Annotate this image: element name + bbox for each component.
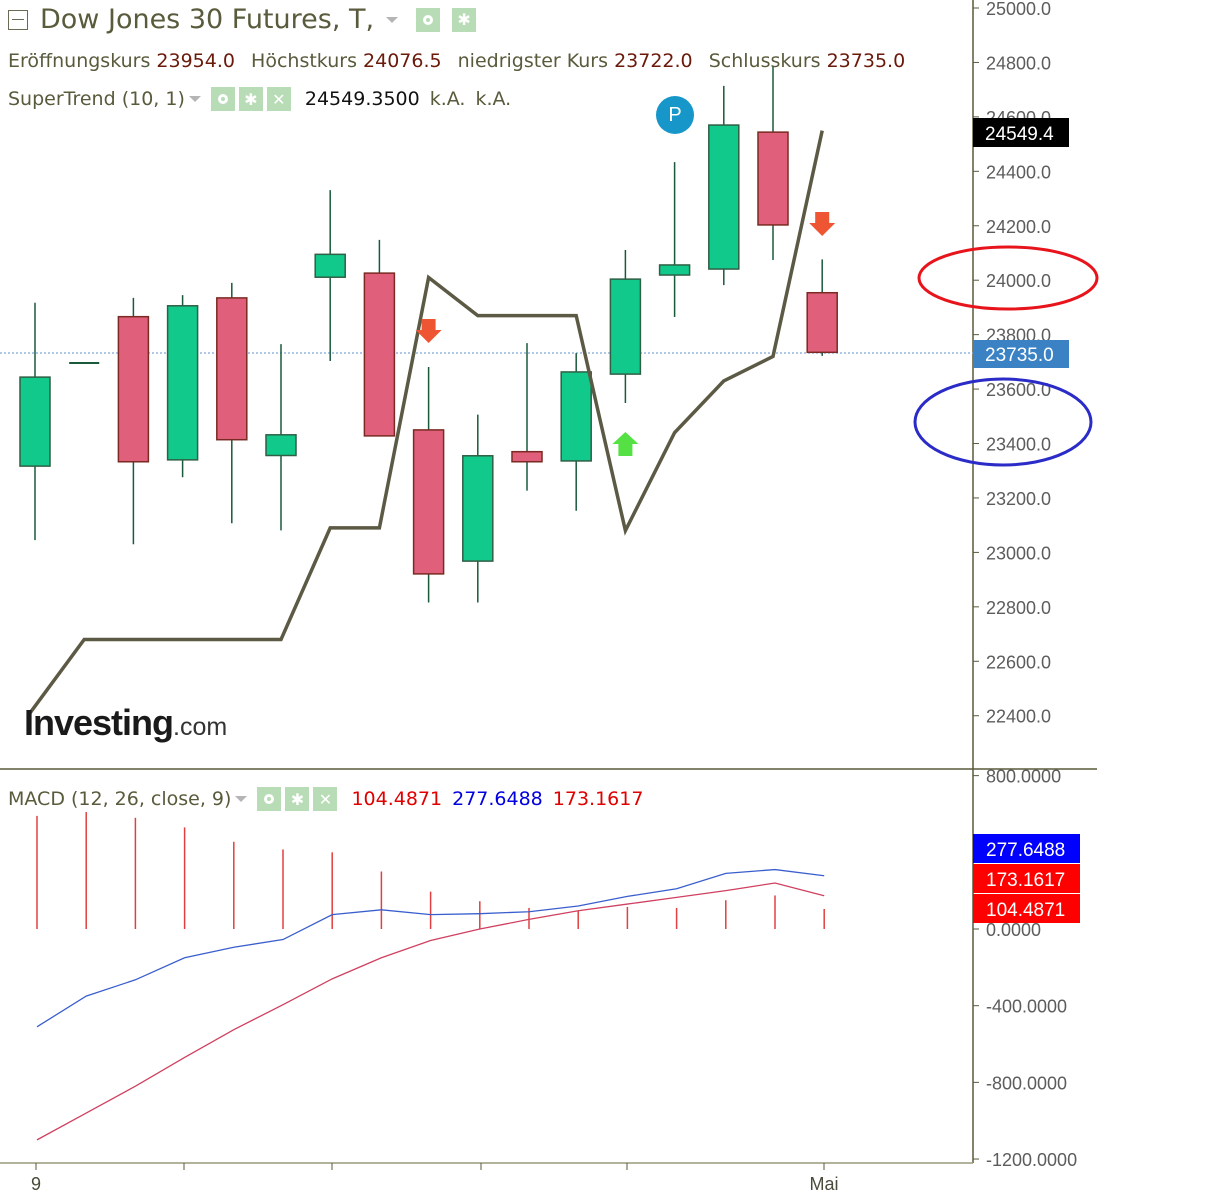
svg-text:104.4871: 104.4871 xyxy=(986,900,1065,921)
p-marker-badge[interactable]: P xyxy=(656,96,694,134)
gear-icon[interactable]: ✱ xyxy=(285,787,310,811)
red-annotation-ellipse xyxy=(917,245,1099,311)
logo-main: Investing xyxy=(24,702,174,743)
supertrend-na-2: k.A. xyxy=(475,88,512,110)
svg-text:23600.0: 23600.0 xyxy=(986,380,1051,400)
instrument-title: Dow Jones 30 Futures, T, xyxy=(40,4,375,35)
macd-line xyxy=(36,868,825,1028)
macd-line-value: 277.6488 xyxy=(452,788,543,810)
svg-text:24200.0: 24200.0 xyxy=(986,217,1051,237)
low-label: niedrigster Kurs xyxy=(457,50,609,72)
eye-icon[interactable] xyxy=(210,87,235,111)
collapse-icon[interactable] xyxy=(8,9,28,30)
investing-logo: Investing.com xyxy=(24,702,227,744)
svg-text:22600.0: 22600.0 xyxy=(986,652,1051,672)
close-icon[interactable]: ✕ xyxy=(266,87,291,111)
gear-icon[interactable]: ✱ xyxy=(452,7,477,32)
histogram-value-tag: 104.4871 xyxy=(973,894,1080,923)
signal-arrows xyxy=(415,212,836,456)
candlestick-series xyxy=(19,65,838,603)
svg-text:23400.0: 23400.0 xyxy=(986,435,1051,455)
macd-histogram-value: 104.4871 xyxy=(351,788,443,810)
macd-histogram xyxy=(36,812,825,929)
current-price-tag: 23735.0 xyxy=(973,340,1069,368)
gear-icon[interactable]: ✱ xyxy=(238,87,263,111)
supertrend-line xyxy=(26,130,824,717)
signal-value-tag: 173.1617 xyxy=(973,864,1080,893)
supertrend-label: SuperTrend (10, 1) xyxy=(8,88,185,110)
svg-text:23000.0: 23000.0 xyxy=(986,543,1051,563)
svg-text:-800.0000: -800.0000 xyxy=(986,1073,1067,1093)
close-label: Schlusskurs xyxy=(708,50,821,72)
svg-text:173.1617: 173.1617 xyxy=(986,870,1065,891)
svg-text:23735.0: 23735.0 xyxy=(985,345,1054,366)
svg-text:800.0000: 800.0000 xyxy=(986,767,1061,787)
p-marker-label: P xyxy=(668,103,682,126)
blue-annotation-ellipse xyxy=(913,377,1093,467)
macd-signal-value: 173.1617 xyxy=(552,788,644,810)
ohlc-legend: Eröffnungskurs 23954.0 Höchstkurs 24076.… xyxy=(8,50,915,72)
logo-suffix: .com xyxy=(173,713,228,741)
macd-legend: MACD (12, 26, close, 9) ✱ ✕ 104.4871 277… xyxy=(8,787,643,811)
supertrend-value: 24549.3500 xyxy=(304,88,420,110)
high-label: Höchstkurs xyxy=(251,50,357,72)
chevron-down-icon[interactable] xyxy=(386,16,399,23)
svg-text:25000.0: 25000.0 xyxy=(986,0,1051,19)
time-axis-ticks: 9 Mai xyxy=(31,1163,839,1194)
supertrend-na-1: k.A. xyxy=(429,88,466,110)
svg-text:24800.0: 24800.0 xyxy=(986,53,1051,73)
svg-text:Mai: Mai xyxy=(809,1174,838,1194)
close-icon[interactable]: ✕ xyxy=(313,787,338,811)
svg-text:22400.0: 22400.0 xyxy=(986,707,1051,727)
chevron-down-icon[interactable] xyxy=(235,796,248,802)
close-value: 23735.0 xyxy=(826,50,906,72)
svg-text:23200.0: 23200.0 xyxy=(986,489,1051,509)
supertrend-legend: SuperTrend (10, 1) ✱ ✕ 24549.3500 k.A. k… xyxy=(8,87,521,111)
svg-text:9: 9 xyxy=(31,1174,41,1194)
open-value: 23954.0 xyxy=(156,50,235,72)
low-value: 23722.0 xyxy=(614,50,693,72)
svg-text:24400.0: 24400.0 xyxy=(986,162,1051,182)
svg-text:-400.0000: -400.0000 xyxy=(986,997,1067,1017)
price-axis-ticks: 25000.024800.024600.024400.024200.024000… xyxy=(973,0,1051,727)
svg-text:277.6488: 277.6488 xyxy=(986,840,1065,861)
open-label: Eröffnungskurs xyxy=(8,50,151,72)
eye-icon[interactable] xyxy=(416,7,441,32)
eye-icon[interactable] xyxy=(257,787,282,811)
macd-axis-ticks: 800.0000 0.0000 -400.0000 -800.0000 -1200.00… xyxy=(973,767,1077,1170)
chevron-down-icon[interactable] xyxy=(188,96,201,102)
svg-text:24549.4: 24549.4 xyxy=(985,124,1054,145)
svg-text:24000.0: 24000.0 xyxy=(986,271,1051,291)
svg-text:-1200.0000: -1200.0000 xyxy=(986,1150,1077,1170)
chart-title-row: Dow Jones 30 Futures, T, ✱ xyxy=(8,4,480,35)
macd-value-tag: 277.6488 xyxy=(973,834,1080,863)
high-value: 24076.5 xyxy=(363,50,442,72)
svg-text:0.0000: 0.0000 xyxy=(986,920,1041,940)
svg-text:22800.0: 22800.0 xyxy=(986,598,1051,618)
supertrend-price-tag: 24549.4 xyxy=(973,118,1069,147)
macd-label: MACD (12, 26, close, 9) xyxy=(8,788,232,810)
signal-line xyxy=(36,882,825,1141)
